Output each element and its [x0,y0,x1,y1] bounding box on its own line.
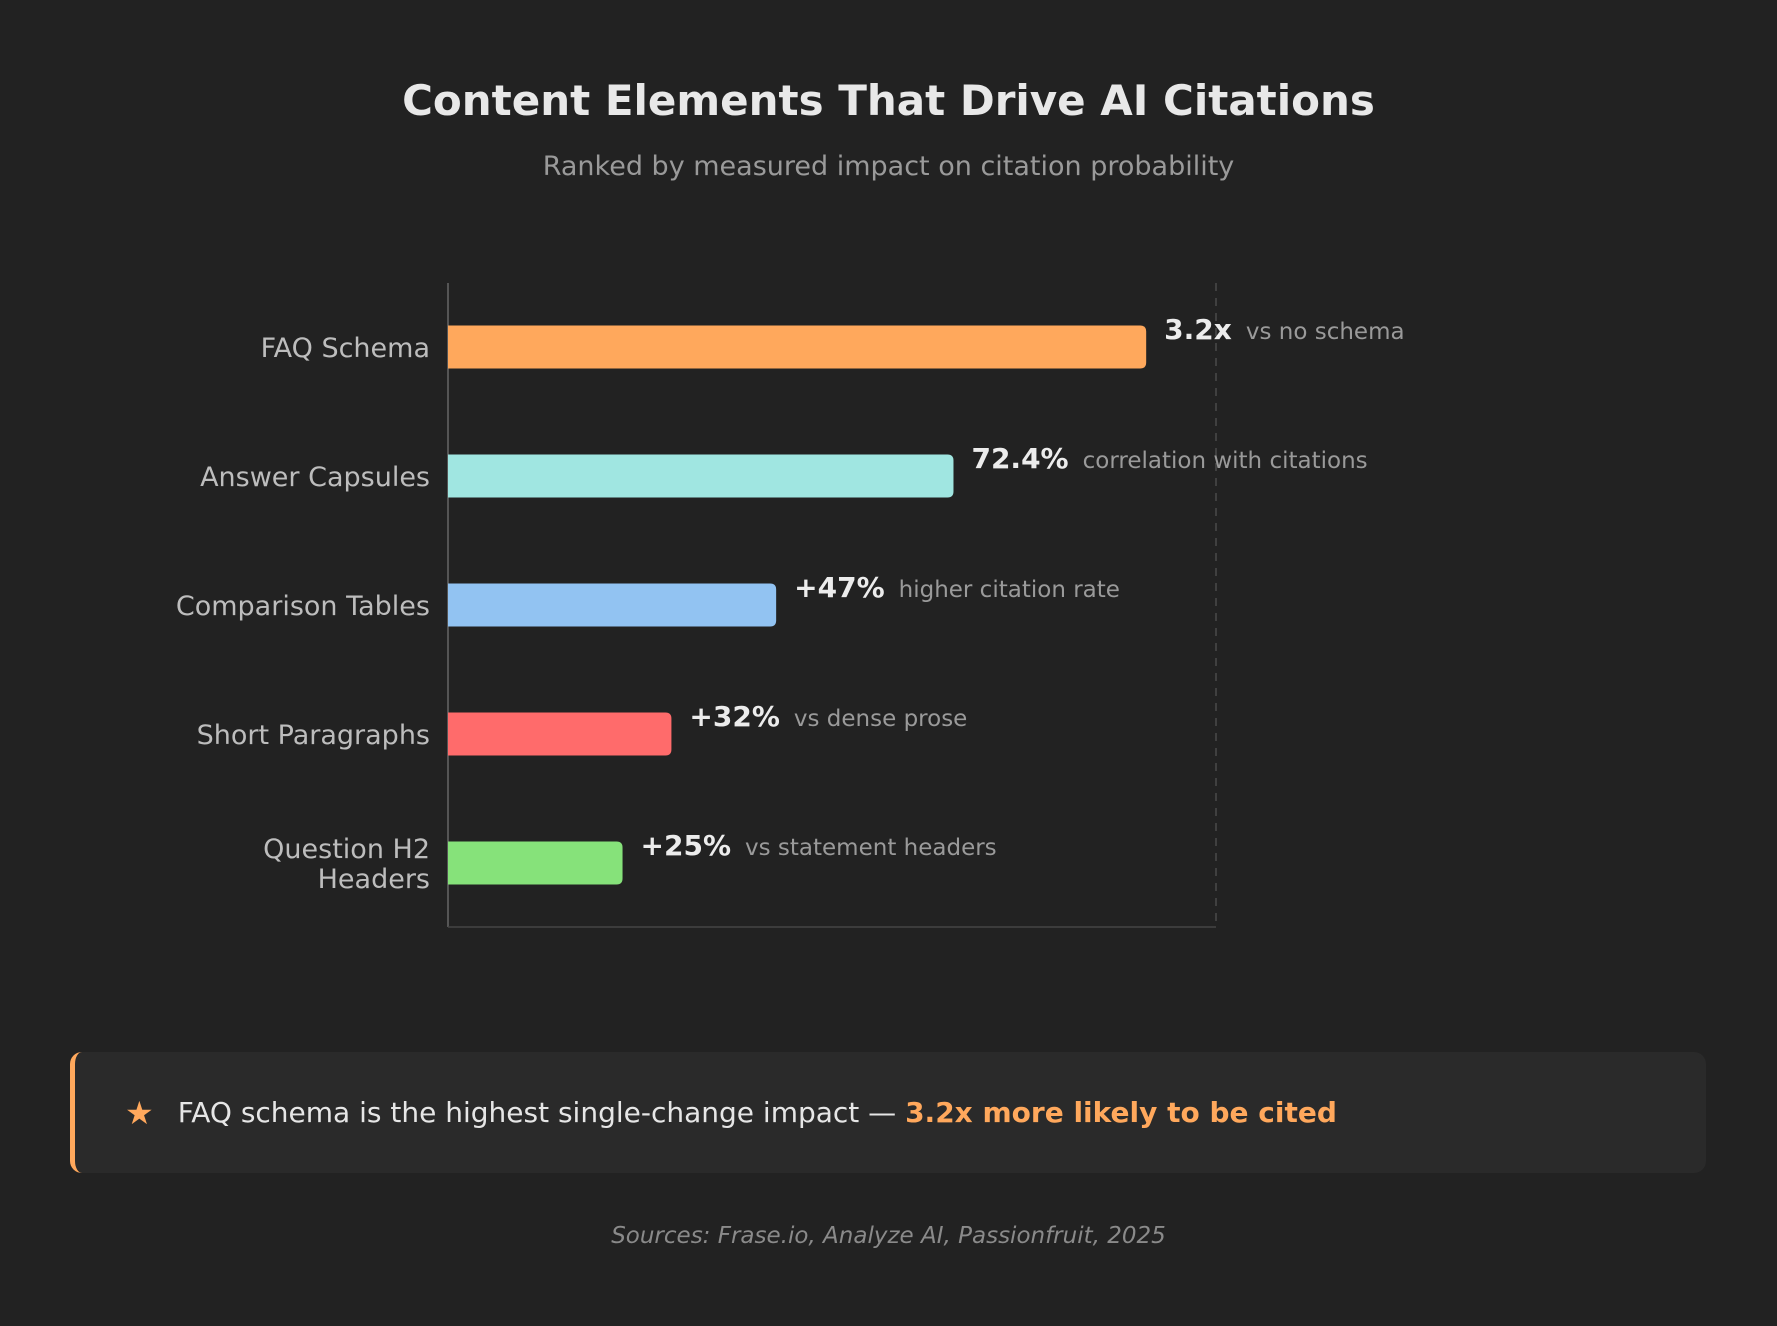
value-label: 72.4% [971,442,1068,475]
description-label: correlation with citations [1083,448,1368,474]
category-label: Question H2 [263,834,430,865]
bar [448,841,623,885]
chart-title: Content Elements That Drive AI Citations [402,76,1375,125]
category-label: Answer Capsules [200,462,430,493]
sources-note: Sources: Frase.io, Analyze AI, Passionfr… [611,1223,1166,1249]
description-label: vs dense prose [794,706,967,732]
description-label: vs no schema [1246,319,1405,345]
description-label: vs statement headers [745,835,997,861]
bar [448,454,954,498]
star-icon: ★ [125,1093,154,1132]
bar [448,712,672,756]
value-label: +32% [689,700,779,733]
bar [448,325,1147,369]
description-label: higher citation rate [899,577,1120,603]
bar-chart: FAQ Schema 3.2x vs no schema Answer Capsule… [176,283,1405,928]
callout-highlight: 3.2x more likely to be cited [905,1096,1337,1129]
value-label: +25% [641,829,731,862]
callout-body: FAQ schema is the highest single-change … [177,1096,906,1129]
value-label: 3.2x [1164,313,1232,346]
category-label: Comparison Tables [176,591,430,622]
category-label: Short Paragraphs [197,720,430,751]
chart-subtitle: Ranked by measured impact on citation pr… [542,151,1235,182]
insight-callout: ★ FAQ schema is the highest single-chang… [70,1052,1706,1173]
bar [448,583,777,627]
category-label: FAQ Schema [261,333,430,364]
callout-text: FAQ schema is the highest single-change … [178,1096,1337,1129]
category-label: Headers [318,864,430,895]
value-label: +47% [794,571,884,604]
